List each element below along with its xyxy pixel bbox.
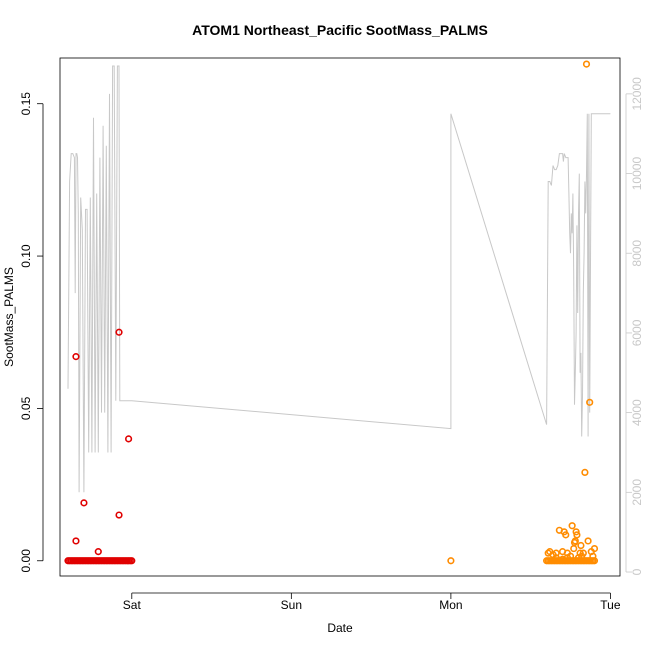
data-point xyxy=(586,398,594,406)
data-point xyxy=(579,549,587,557)
data-point xyxy=(94,548,102,556)
data-point xyxy=(128,557,136,565)
y2-tick-label: 4000 xyxy=(630,399,644,426)
data-point xyxy=(589,552,597,560)
x-axis-label: Date xyxy=(327,621,353,635)
data-point xyxy=(571,537,579,545)
x-tick-label: Tue xyxy=(600,598,621,612)
data-point xyxy=(115,511,123,519)
y-tick-label: 0.10 xyxy=(19,244,33,268)
data-point xyxy=(577,541,585,550)
data-point xyxy=(115,328,123,336)
data-point xyxy=(72,537,80,545)
data-point xyxy=(552,549,560,557)
data-point xyxy=(572,528,580,536)
data-point xyxy=(573,531,581,539)
y-tick-label: 0.00 xyxy=(19,549,33,573)
x-tick-label: Sat xyxy=(123,598,142,612)
y2-tick-label: 2000 xyxy=(630,479,644,506)
data-point xyxy=(72,353,80,361)
series-layer xyxy=(64,60,611,565)
y2-tick-label: 0 xyxy=(630,568,644,575)
data-point xyxy=(570,544,578,553)
y-tick-label: 0.15 xyxy=(19,92,33,116)
y2-axis: 0 2000 4000 6000 8000 10000 12000 xyxy=(625,77,644,575)
plot-frame xyxy=(59,57,621,577)
y2-tick-label: 12000 xyxy=(630,77,644,111)
data-point xyxy=(80,499,88,507)
data-point xyxy=(590,544,599,553)
chart-title: ATOM1 Northeast_Pacific SootMass_PALMS xyxy=(192,22,488,38)
data-point xyxy=(562,531,570,539)
x-tick-label: Mon xyxy=(439,598,462,612)
y2-tick-label: 10000 xyxy=(630,157,644,191)
data-point xyxy=(552,554,560,562)
data-point xyxy=(582,60,591,68)
data-point xyxy=(447,557,455,565)
data-point xyxy=(581,468,589,477)
y-axis-label: SootMass_PALMS xyxy=(2,267,16,367)
data-point xyxy=(558,555,567,563)
data-point xyxy=(584,537,592,545)
y-tick-label: 0.05 xyxy=(19,396,33,420)
y-axis: 0.00 0.05 0.10 0.15 xyxy=(19,92,44,573)
y2-tick-label: 6000 xyxy=(630,319,644,346)
data-point xyxy=(568,522,576,530)
x-tick-label: Sun xyxy=(281,598,302,612)
y2-tick-label: 8000 xyxy=(630,240,644,267)
x-axis: Sat Sun Mon Tue xyxy=(123,592,621,612)
series-line xyxy=(67,65,611,493)
data-point xyxy=(125,435,133,443)
